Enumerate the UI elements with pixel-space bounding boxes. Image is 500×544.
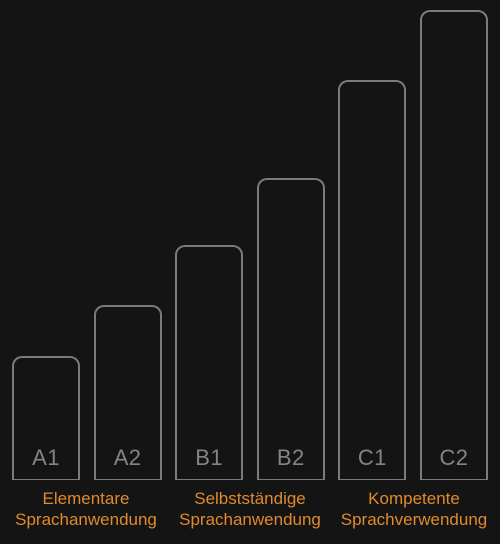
bar-label-b2: B2 [259, 445, 323, 471]
bar-c2: C2 [420, 10, 488, 480]
bar-label-c1: C1 [340, 445, 404, 471]
bar-a2: A2 [94, 305, 162, 480]
group-line: Sprachanwendung [4, 509, 168, 530]
group-line: Kompetente [332, 488, 496, 509]
group-line: Elementare [4, 488, 168, 509]
bar-b2: B2 [257, 178, 325, 480]
bar-b1: B1 [175, 245, 243, 480]
cefr-level-chart: A1 A2 B1 B2 C1 C2 Elementare Sprachanwen… [0, 0, 500, 544]
group-elementary: Elementare Sprachanwendung [4, 488, 168, 538]
group-labels: Elementare Sprachanwendung Selbstständig… [0, 488, 500, 538]
group-line: Selbstständige [168, 488, 332, 509]
bar-label-a2: A2 [96, 445, 160, 471]
group-proficient: Kompetente Sprachverwendung [332, 488, 496, 538]
bar-a1: A1 [12, 356, 80, 480]
bars-container: A1 A2 B1 B2 C1 C2 [0, 10, 500, 480]
bar-label-c2: C2 [422, 445, 486, 471]
group-independent: Selbstständige Sprachanwendung [168, 488, 332, 538]
bar-label-a1: A1 [14, 445, 78, 471]
bar-label-b1: B1 [177, 445, 241, 471]
bar-c1: C1 [338, 80, 406, 480]
group-line: Sprachanwendung [168, 509, 332, 530]
group-line: Sprachverwendung [332, 509, 496, 530]
